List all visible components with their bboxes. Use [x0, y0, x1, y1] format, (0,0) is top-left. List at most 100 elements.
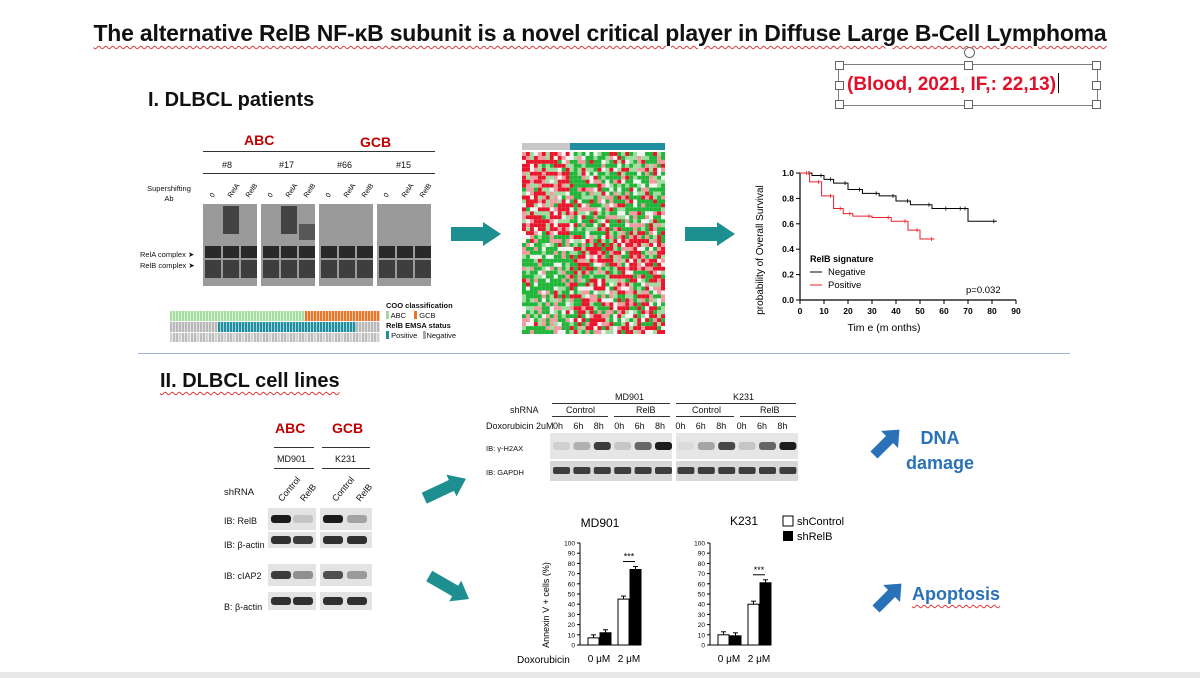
heatmap-cell [553, 266, 558, 271]
heatmap-cell [573, 239, 578, 243]
heatmap-cell [557, 235, 562, 240]
heatmap-cell [661, 314, 665, 319]
heatmap-cell [533, 199, 538, 204]
emsa-status-cell [227, 322, 230, 332]
heatmap-cell [585, 326, 590, 331]
heatmap-cell [589, 179, 594, 184]
heatmap-cell [593, 207, 598, 212]
resize-handle-left[interactable] [835, 81, 844, 90]
heatmap-cell [633, 290, 638, 295]
extra-cell [170, 333, 173, 342]
heatmap-cell [593, 306, 598, 311]
heatmap-cell [549, 274, 554, 279]
heatmap-cell [522, 163, 526, 168]
heatmap-cell [637, 171, 642, 176]
tc-gapdh-band [759, 467, 776, 474]
heatmap-cell [613, 191, 618, 196]
resize-handle-top[interactable] [964, 61, 973, 70]
heatmap-cell [549, 155, 554, 160]
resize-handle-tl[interactable] [835, 61, 844, 70]
heatmap-cell [537, 239, 542, 243]
heatmap-cell [529, 152, 534, 156]
heatmap-cell [549, 246, 554, 251]
km-ytick-label: 0.0 [782, 295, 794, 305]
heatmap-cell [557, 314, 562, 319]
heatmap-cell [597, 258, 602, 263]
heatmap-cell [569, 239, 574, 243]
heatmap-cell [537, 215, 542, 220]
heatmap-cell [565, 231, 570, 236]
heatmap-cell [593, 223, 598, 228]
heatmap-cell [529, 298, 534, 303]
heatmap-cell [561, 179, 566, 184]
heatmap-cell [629, 215, 634, 220]
heatmap-cell [633, 199, 638, 204]
heatmap-cell [537, 278, 542, 283]
heatmap-cell [529, 282, 534, 287]
heatmap-cell [585, 235, 590, 240]
heatmap-cell [637, 262, 642, 267]
heatmap-cell [593, 298, 598, 303]
citation-text[interactable]: (Blood, 2021, IF,: 22,13) [847, 73, 1060, 96]
heatmap-cell [605, 262, 610, 267]
heatmap-cell [549, 262, 554, 267]
heatmap-cell [609, 306, 614, 311]
heatmap-cell [613, 223, 618, 228]
emsa-status-cell [299, 322, 302, 332]
heatmap-cell [625, 219, 630, 224]
heatmap-cell [617, 195, 622, 200]
emsa-status-cell [344, 322, 347, 332]
km-legend-negative: Negative [828, 267, 866, 278]
km-xtick-label: 90 [1011, 306, 1021, 316]
citation-textbox[interactable]: (Blood, 2021, IF,: 22,13) [835, 47, 1101, 109]
heatmap-cell [569, 163, 574, 168]
heatmap-cell [605, 215, 610, 220]
heatmap-cell [541, 286, 546, 291]
heatmap-cell [561, 235, 566, 240]
heatmap-cell [617, 235, 622, 240]
heatmap-cell [625, 191, 630, 196]
heatmap-cell [541, 310, 546, 315]
heatmap-cell [545, 155, 550, 160]
resize-handle-tr[interactable] [1092, 61, 1101, 70]
heatmap-cell [633, 298, 638, 303]
heatmap-cell [661, 215, 665, 220]
heatmap-cell [649, 239, 654, 243]
heatmap-cell [649, 258, 654, 263]
emsa-sample-3: #66 [337, 160, 353, 170]
bar-shcontrol [587, 637, 600, 646]
heatmap-cell [569, 310, 574, 315]
heatmap-cell [541, 243, 546, 247]
rotate-handle[interactable] [964, 47, 975, 58]
resize-handle-bottom[interactable] [964, 100, 973, 109]
heatmap-cell [573, 278, 578, 283]
heatmap-cell [529, 203, 534, 208]
tc-gapdh-band [573, 467, 591, 474]
heatmap-cell [609, 302, 614, 307]
heatmap-cell [641, 227, 646, 232]
heatmap-cell [645, 171, 650, 176]
heatmap-cell [605, 326, 610, 331]
heatmap-cell [661, 231, 665, 236]
heatmap-cell [649, 254, 654, 259]
resize-handle-bl[interactable] [835, 100, 844, 109]
heatmap-cell [541, 199, 546, 204]
heatmap-cell [637, 278, 642, 283]
resize-handle-br[interactable] [1092, 100, 1101, 109]
coo-cell [236, 311, 239, 321]
heatmap-cell [553, 314, 558, 319]
bar-chart-title-md901: MD901 [581, 516, 620, 530]
heatmap-cell [537, 235, 542, 240]
slide-bottom-edge [0, 672, 1200, 678]
heatmap-cell [565, 183, 570, 188]
emsa-band [281, 246, 297, 258]
resize-handle-right[interactable] [1092, 81, 1101, 90]
heatmap-cell [573, 183, 578, 188]
heatmap-cell [649, 199, 654, 204]
heatmap-cell [609, 152, 614, 156]
heatmap-cell [629, 191, 634, 196]
heatmap-cell [653, 203, 658, 208]
heatmap-cell [585, 199, 590, 204]
heatmap-cell [645, 250, 650, 255]
heatmap-cell [621, 290, 626, 295]
